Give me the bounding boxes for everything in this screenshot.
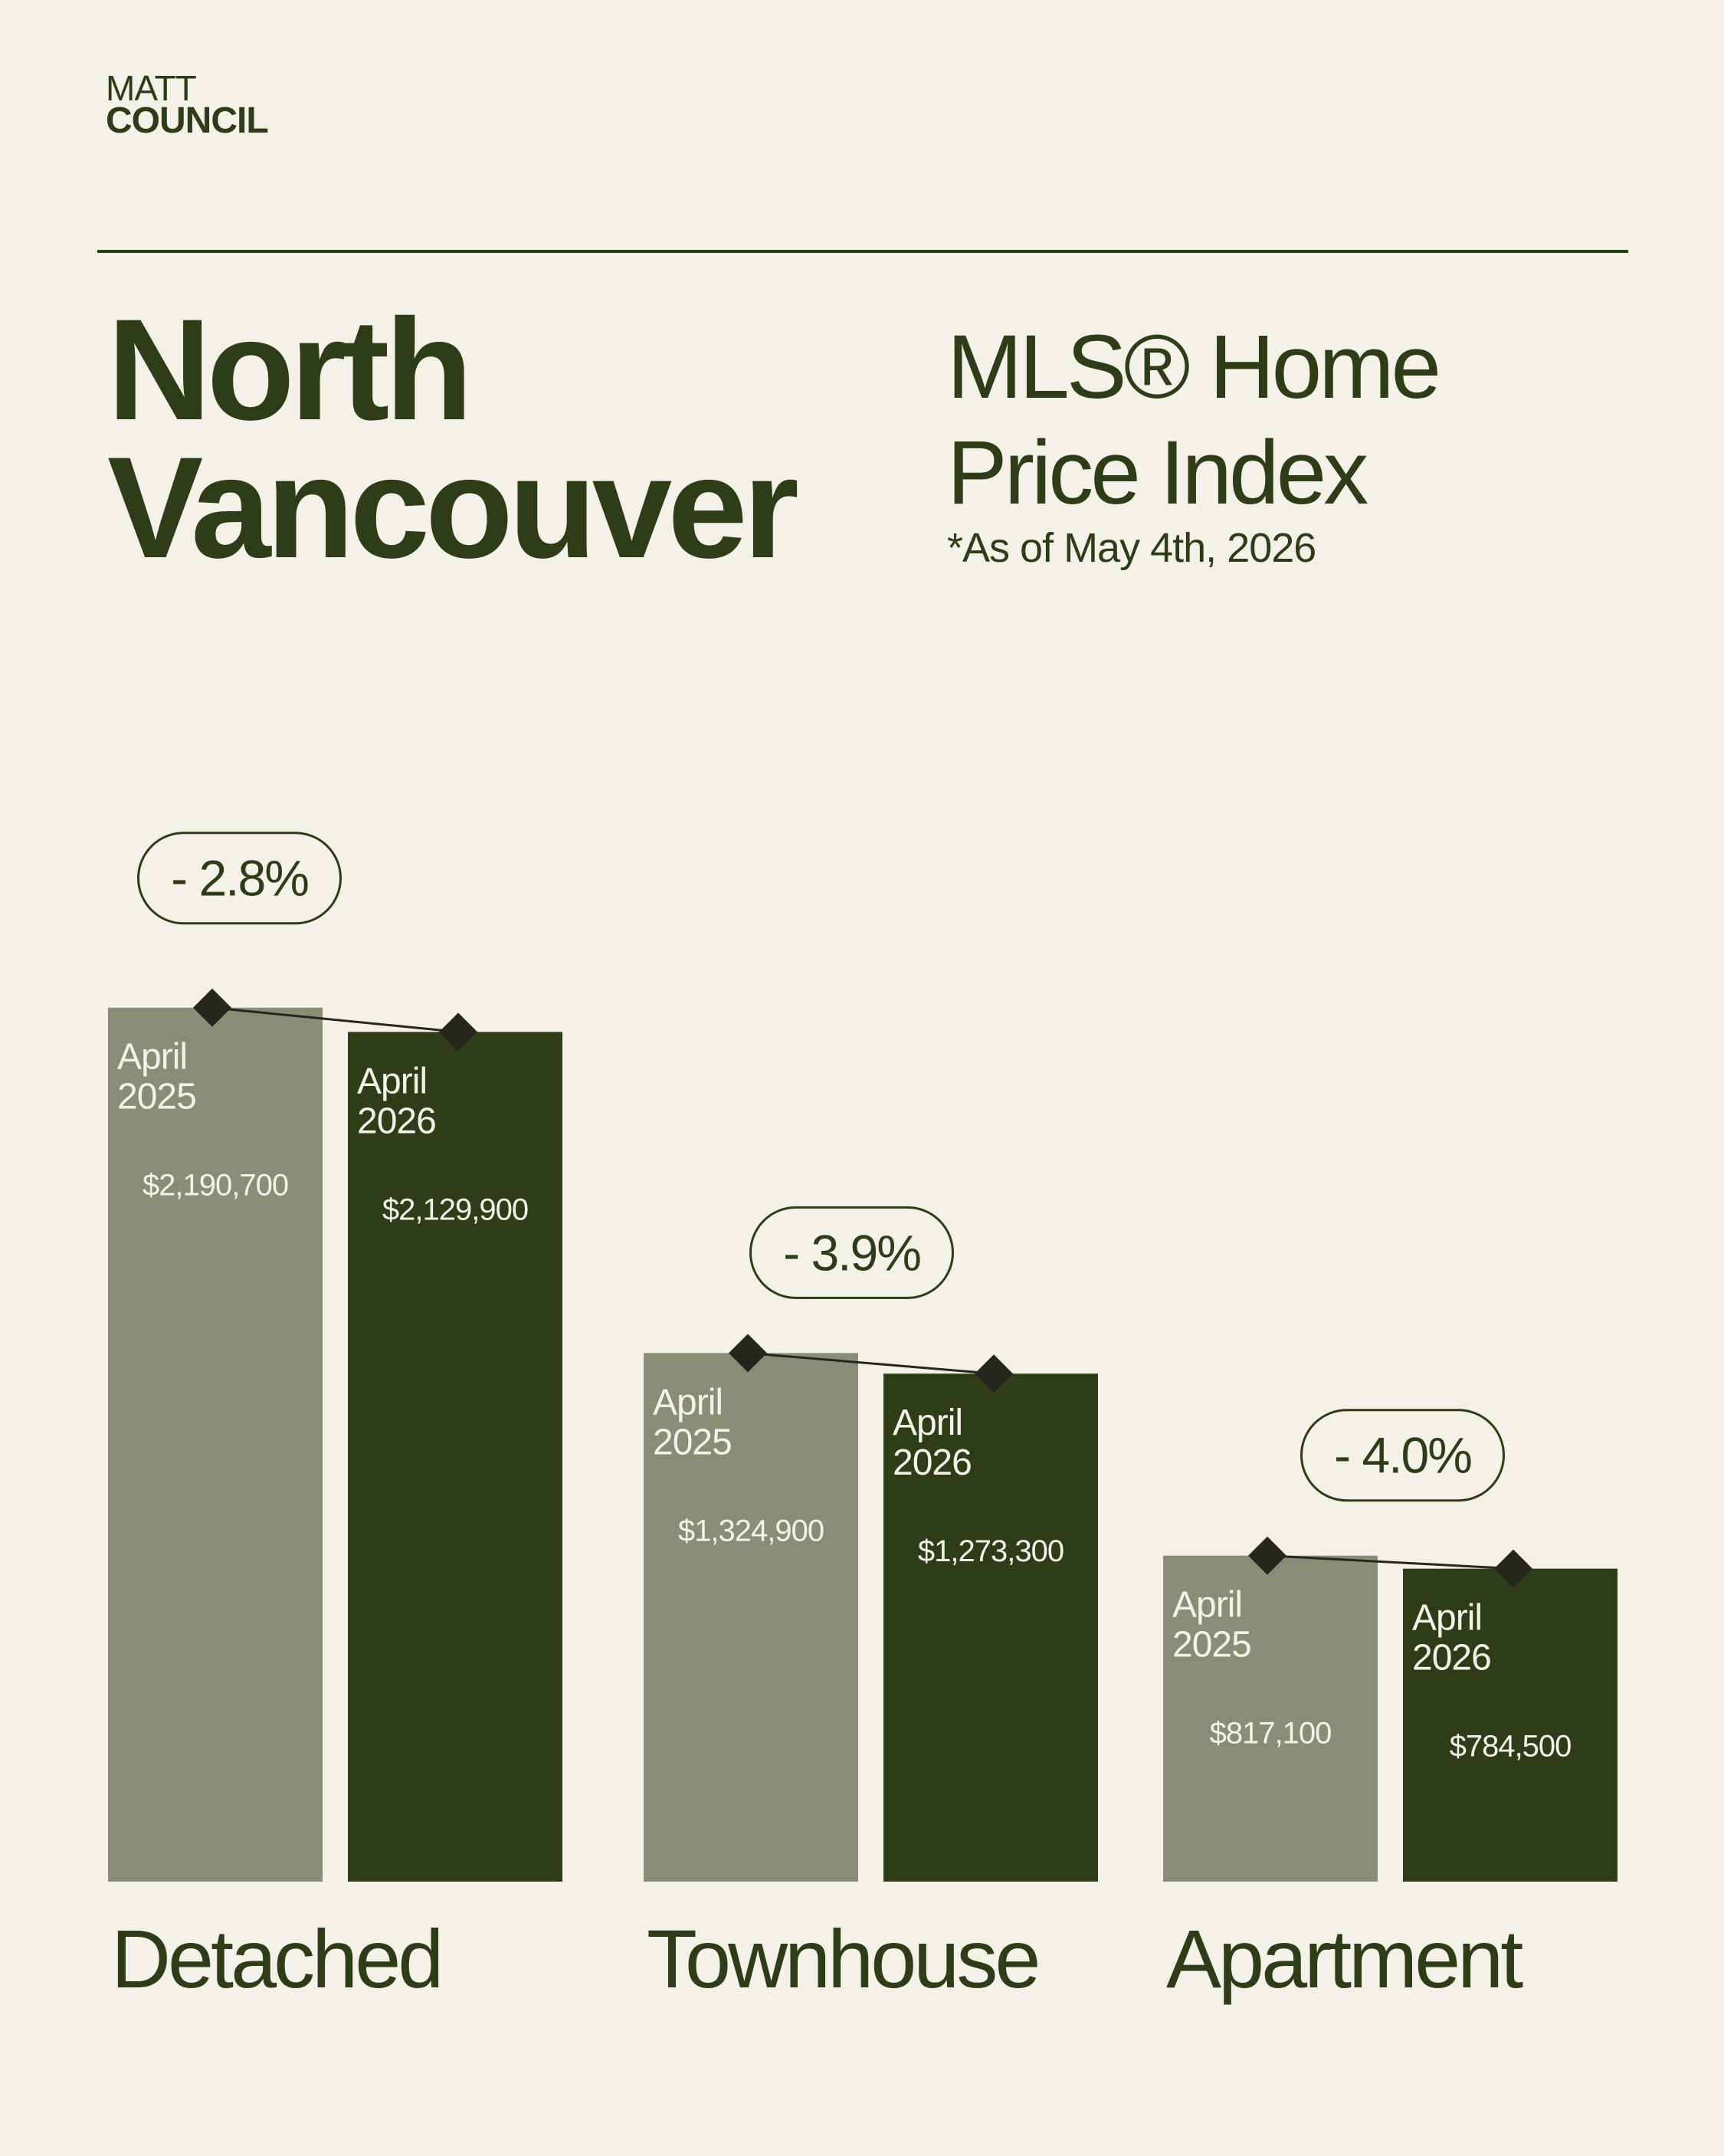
bar-year-label: April	[117, 1037, 187, 1078]
change-value: - 3.9%	[783, 1224, 920, 1281]
bar-apartment-2026	[1403, 1568, 1617, 1882]
point-marker	[975, 1354, 1013, 1393]
subtitle-line-2: Price Index	[947, 422, 1368, 523]
change-badge	[749, 1206, 954, 1299]
bar-townhouse-2025	[644, 1353, 858, 1882]
change-value: - 2.8%	[171, 850, 308, 907]
change-line	[747, 1351, 995, 1375]
bar-year-label: April	[653, 1382, 723, 1423]
change-badge	[137, 832, 342, 925]
bar-detached-2025	[108, 1007, 323, 1882]
brand-logo: MATT COUNCIL	[106, 68, 269, 141]
bar-year-label: April	[357, 1061, 427, 1101]
title-line-2: Vancouver	[107, 427, 799, 588]
data-label: $784,500	[1450, 1730, 1572, 1764]
bar-detached-2026	[348, 1032, 562, 1882]
point-marker	[439, 1012, 477, 1052]
bar-year-label: April	[1412, 1598, 1482, 1639]
data-label: $2,129,900	[382, 1193, 528, 1226]
header-divider	[97, 250, 1628, 253]
bar-year-label: 2025	[653, 1422, 732, 1462]
bar-year-label: 2025	[1172, 1625, 1251, 1665]
change-line	[1267, 1554, 1514, 1570]
as-of-note: *As of May 4th, 2026	[947, 525, 1316, 571]
data-label: $817,100	[1210, 1717, 1332, 1751]
point-marker	[729, 1334, 767, 1373]
data-label: $2,190,700	[143, 1169, 288, 1203]
category-label: Townhouse	[647, 1912, 1037, 2005]
data-label: $1,273,300	[918, 1534, 1064, 1568]
category-label: Detached	[111, 1912, 441, 2005]
brand-line-2: COUNCIL	[106, 100, 269, 141]
bar-year-label: April	[1172, 1585, 1242, 1626]
data-label: $1,324,900	[678, 1514, 824, 1547]
point-marker	[193, 988, 231, 1027]
subtitle-line-1: MLS® Home	[947, 317, 1441, 418]
bar-year-label: 2026	[893, 1442, 972, 1483]
bar-year-label: 2025	[117, 1077, 196, 1117]
point-marker	[1248, 1536, 1286, 1575]
change-value: - 4.0%	[1334, 1427, 1471, 1484]
bar-year-label: 2026	[1412, 1638, 1491, 1679]
change-line	[211, 1006, 459, 1033]
brand-line-1: MATT	[106, 68, 197, 108]
bar-townhouse-2026	[883, 1373, 1098, 1882]
point-marker	[1494, 1549, 1532, 1588]
category-label: Apartment	[1166, 1912, 1523, 2005]
change-badge	[1300, 1409, 1505, 1502]
page-title: North Vancouver	[107, 289, 799, 588]
bar-year-label: 2026	[357, 1101, 436, 1141]
title-line-1: North	[107, 289, 473, 450]
bar-apartment-2025	[1163, 1555, 1378, 1882]
chart-subtitle: MLS® Home Price Index	[947, 314, 1441, 526]
bar-year-label: April	[893, 1403, 962, 1443]
